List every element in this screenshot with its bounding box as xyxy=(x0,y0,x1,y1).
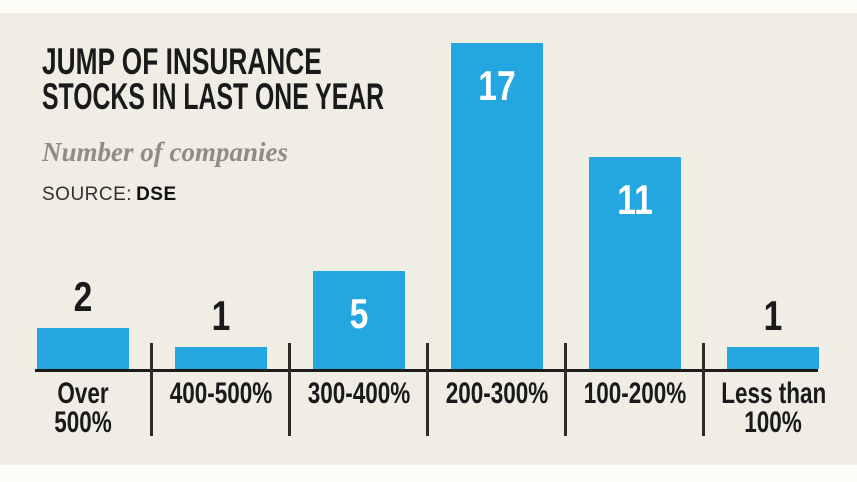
page-title: JUMP OF INSURANCE STOCKS IN LAST ONE YEA… xyxy=(42,41,553,117)
category-label-300-400-: 300-400% xyxy=(307,377,410,410)
source-attribution: SOURCE: DSE xyxy=(42,184,177,206)
bar-100-200- xyxy=(588,157,681,369)
bar-400-500- xyxy=(174,347,267,369)
column-separator xyxy=(702,343,705,436)
bar-value-label: 2 xyxy=(73,273,92,320)
bar-value-label: 1 xyxy=(763,292,782,339)
bar-200-300- xyxy=(450,43,543,369)
bar-less-than-100- xyxy=(726,347,819,369)
bar-over-500- xyxy=(36,328,129,369)
bar-value-label: 11 xyxy=(616,176,653,223)
column-separator xyxy=(564,343,567,436)
category-label-less-than-100-: Less than 100% xyxy=(720,377,826,439)
source-label: SOURCE: xyxy=(42,184,133,205)
column-separator xyxy=(150,343,153,436)
bar-value-label: 17 xyxy=(477,62,516,109)
column-separator xyxy=(288,343,291,436)
category-label-200-300-: 200-300% xyxy=(445,377,548,410)
column-separator xyxy=(426,343,429,436)
chart-subtitle: Number of companies xyxy=(42,137,288,167)
title-line-1: JUMP OF INSURANCE xyxy=(42,41,322,82)
bar-value-label: 1 xyxy=(211,292,230,339)
source-value: DSE xyxy=(136,184,177,205)
title-line-2: STOCKS IN LAST ONE YEAR xyxy=(42,76,385,117)
bar-300-400- xyxy=(312,271,405,369)
category-label-100-200-: 100-200% xyxy=(583,377,686,410)
category-label-400-500-: 400-500% xyxy=(169,377,272,410)
bar-value-label: 5 xyxy=(349,290,368,337)
category-label-over-500-: Over 500% xyxy=(53,377,112,439)
